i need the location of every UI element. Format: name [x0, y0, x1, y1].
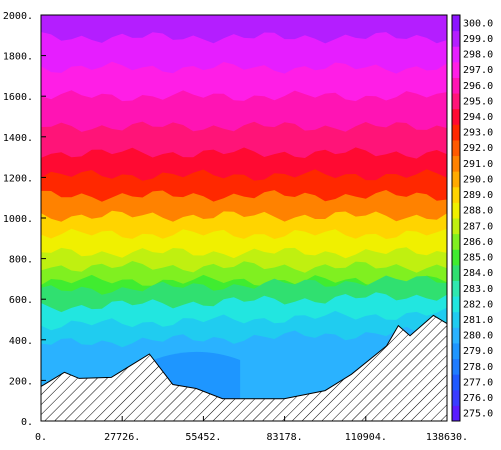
colorbar-swatch — [452, 311, 460, 328]
colorbar-swatch — [452, 155, 460, 172]
colorbar-label: 300.0 — [463, 18, 493, 29]
colorbar-swatch — [452, 249, 460, 266]
colorbar-label: 279.0 — [463, 346, 493, 357]
colorbar-label: 280.0 — [463, 331, 493, 342]
y-tick-label: 1000. — [3, 214, 33, 225]
colorbar-swatch — [452, 358, 460, 375]
y-tick-label: 1600. — [3, 92, 33, 103]
colorbar-label: 295.0 — [463, 96, 493, 107]
colorbar-label: 288.0 — [463, 206, 493, 217]
colorbar-label: 291.0 — [463, 159, 493, 170]
colorbar-swatch — [452, 280, 460, 297]
colorbar-swatch — [452, 264, 460, 281]
y-tick-label: 800. — [9, 255, 33, 266]
colorbar-label: 289.0 — [463, 190, 493, 201]
colorbar-swatch — [452, 108, 460, 125]
colorbar-swatch — [452, 389, 460, 406]
colorbar-label: 292.0 — [463, 143, 493, 154]
colorbar-label: 294.0 — [463, 112, 493, 123]
colorbar-label: 284.0 — [463, 268, 493, 279]
y-tick-label: 1800. — [3, 52, 33, 63]
colorbar-label: 285.0 — [463, 253, 493, 264]
colorbar-swatch — [452, 15, 460, 32]
colorbar-swatch — [452, 61, 460, 78]
colorbar-frame — [451, 14, 461, 422]
x-tick-label: 83178. — [267, 432, 303, 443]
colorbar-swatch — [452, 296, 460, 313]
colorbar-label: 299.0 — [463, 34, 493, 45]
colorbar-label: 298.0 — [463, 50, 493, 61]
colorbar-label: 282.0 — [463, 299, 493, 310]
terrain-polygon — [41, 314, 447, 421]
y-tick-label: 400. — [9, 336, 33, 347]
colorbar-label: 287.0 — [463, 221, 493, 232]
y-axis: 0. 200. 400. 600. 800. 1000. 1200. 1400. 1600. 18… — [3, 11, 46, 428]
colorbar-swatch — [452, 327, 460, 344]
colorbar-swatch — [452, 77, 460, 94]
colorbar-swatch — [452, 186, 460, 203]
x-tick-label: 27726. — [104, 432, 140, 443]
x-axis: 0. 27726. 55452. 83178. 110904. 138630. — [35, 416, 468, 443]
terrain-hatch — [41, 314, 447, 421]
colorbar-swatch — [452, 342, 460, 360]
colorbar-swatch — [452, 202, 460, 219]
colorbar-label: 297.0 — [463, 65, 493, 76]
colorbar-swatch — [452, 139, 460, 157]
colorbar: 275.0 276.0 277.0 278.0 279.0 280.0 281.0 282.0… — [451, 14, 493, 422]
colorbar-label: 281.0 — [463, 315, 493, 326]
colorbar-swatch — [452, 46, 460, 63]
colorbar-swatch — [452, 405, 460, 422]
x-tick-label: 110904. — [345, 432, 387, 443]
colorbar-label: 293.0 — [463, 128, 493, 139]
colorbar-label: 286.0 — [463, 237, 493, 248]
colorbar-swatch — [452, 233, 460, 250]
y-tick-label: 1400. — [3, 133, 33, 144]
colorbar-label: 277.0 — [463, 378, 493, 389]
colorbar-swatch — [452, 124, 460, 141]
colorbar-label: 290.0 — [463, 175, 493, 186]
colorbar-swatch — [452, 30, 460, 47]
y-tick-label: 200. — [9, 376, 33, 387]
x-tick-label: 138630. — [426, 432, 468, 443]
y-tick-label: 2000. — [3, 11, 33, 22]
colorbar-label: 296.0 — [463, 81, 493, 92]
colorbar-label: 276.0 — [463, 393, 493, 404]
colorbar-swatch — [452, 374, 460, 391]
x-tick-label: 0. — [35, 432, 47, 443]
colorbar-label: 283.0 — [463, 284, 493, 295]
y-tick-label: 600. — [9, 295, 33, 306]
colorbar-swatch — [452, 93, 460, 110]
colorbar-swatch — [452, 218, 460, 235]
colorbar-label: 278.0 — [463, 362, 493, 373]
x-tick-label: 55452. — [185, 432, 221, 443]
colorbar-label: 275.0 — [463, 409, 493, 420]
y-tick-label: 1200. — [3, 173, 33, 184]
y-tick-label: 0. — [21, 417, 33, 428]
colorbar-swatch — [452, 171, 460, 188]
